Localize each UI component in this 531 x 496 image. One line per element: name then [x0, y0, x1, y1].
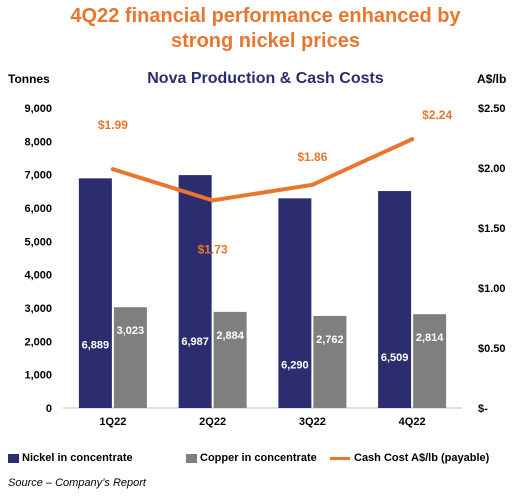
legend-label-copper: Copper in concentrate [200, 452, 317, 464]
left-tick-label: 5,000 [24, 236, 52, 248]
legend-swatch-nickel [8, 453, 19, 463]
nickel-bar [178, 175, 212, 408]
legend-label-nickel: Nickel in concentrate [22, 452, 133, 464]
left-tick-label: 0 [46, 403, 52, 415]
left-tick-label: 3,000 [24, 303, 52, 315]
legend-item-copper: Copper in concentrate [186, 452, 317, 464]
nickel-data-label: 6,290 [281, 359, 309, 371]
legend: Nickel in concentrate Copper in concentr… [8, 452, 528, 468]
cash-cost-point [410, 137, 415, 142]
category-label: 2Q22 [199, 416, 226, 428]
left-tick-label: 9,000 [24, 103, 52, 115]
left-tick-label: 8,000 [24, 136, 52, 148]
copper-data-label: 2,884 [216, 330, 244, 342]
right-tick-label: $1.00 [478, 283, 506, 295]
left-tick-label: 1,000 [24, 370, 52, 382]
nickel-data-label: 6,987 [181, 336, 209, 348]
copper-bar [313, 315, 347, 408]
headline-line-2: strong nickel prices [171, 30, 360, 52]
nickel-data-label: 6,509 [381, 352, 409, 364]
right-tick-label: $2.50 [478, 103, 506, 115]
category-label: 1Q22 [99, 416, 126, 428]
cash-cost-point [310, 182, 315, 187]
nickel-bar [78, 178, 112, 408]
legend-item-nickel: Nickel in concentrate [8, 452, 133, 464]
copper-data-label: 3,023 [117, 325, 145, 337]
left-tick-label: 2,000 [24, 336, 52, 348]
source-note: Source – Company’s Report [8, 477, 146, 489]
nickel-bar [378, 191, 412, 408]
cash-cost-point [210, 198, 215, 203]
cash-cost-data-label: $1.99 [98, 118, 128, 132]
category-label: 4Q22 [399, 416, 426, 428]
left-tick-label: 4,000 [24, 270, 52, 282]
left-tick-label: 7,000 [24, 170, 52, 182]
right-tick-label: $0.50 [478, 343, 506, 355]
headline: 4Q22 financial performance enhanced by s… [0, 4, 531, 54]
right-tick-label: $1.50 [478, 223, 506, 235]
right-tick-label: $2.00 [478, 163, 506, 175]
legend-label-cash-cost: Cash Cost A$/lb (payable) [354, 452, 490, 464]
copper-bar [113, 307, 147, 408]
cash-cost-data-label: $1.86 [297, 150, 327, 164]
headline-line-1: 4Q22 financial performance enhanced by [70, 5, 461, 27]
copper-data-label: 2,762 [316, 334, 344, 346]
nickel-bar [278, 198, 312, 408]
nickel-data-label: 6,889 [82, 339, 110, 351]
cash-cost-line [110, 137, 415, 203]
left-axis-unit: Tonnes [8, 72, 50, 86]
left-tick-label: 6,000 [24, 203, 52, 215]
chart-title: Nova Production & Cash Costs [147, 70, 384, 87]
copper-bar [213, 311, 247, 408]
legend-swatch-copper [186, 453, 197, 463]
copper-bar [413, 314, 447, 408]
legend-line-cash-cost [330, 456, 350, 460]
cash-cost-data-label: $2.24 [422, 108, 452, 122]
right-axis-unit: A$/lb [477, 72, 507, 86]
legend-item-cash-cost: Cash Cost A$/lb (payable) [330, 452, 489, 464]
copper-data-label: 2,814 [416, 332, 444, 344]
cash-cost-data-label: $1.73 [198, 242, 228, 256]
category-label: 3Q22 [299, 416, 326, 428]
cash-cost-point [110, 167, 115, 172]
right-tick-label: $- [478, 403, 488, 415]
